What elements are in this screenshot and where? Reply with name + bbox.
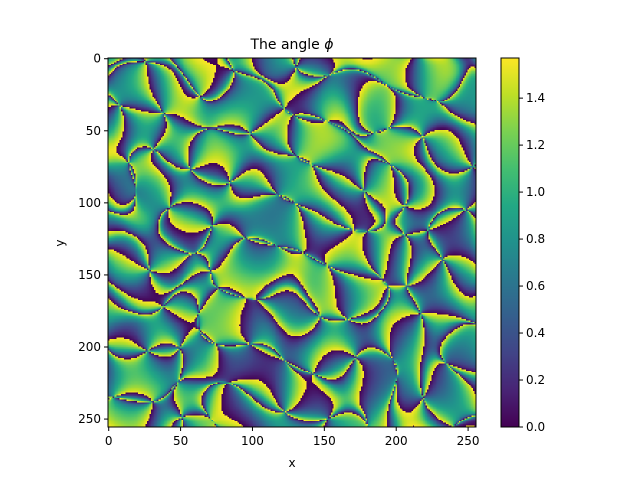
- colorbar-tick-label-2: 0.4: [526, 326, 545, 340]
- colorbar-tick-label-0: 0.0: [526, 420, 545, 434]
- x-tick-label-2: 100: [241, 434, 264, 448]
- plot-frame: [107, 57, 477, 428]
- x-axis: 0 50 100 150 200 250: [105, 427, 480, 448]
- colorbar-ticks: 0.0 0.2 0.4 0.6 0.8 1.0 1.2 1.4: [519, 91, 545, 434]
- colorbar-tick-label-6: 1.2: [526, 138, 545, 152]
- heatmap-plot-area: [107, 57, 477, 428]
- colorbar-gradient: [501, 58, 519, 427]
- x-tick-label-5: 250: [457, 434, 480, 448]
- y-tick-label-2: 100: [78, 196, 101, 210]
- colorbar-tick-label-4: 0.8: [526, 232, 545, 246]
- colorbar-tick-label-7: 1.4: [526, 91, 545, 105]
- y-axis: 0 50 100 150 200 250: [78, 52, 108, 426]
- colorbar-tick-label-5: 1.0: [526, 185, 545, 199]
- y-tick-label-3: 150: [78, 268, 101, 282]
- y-tick-label-0: 0: [93, 52, 101, 66]
- colorbar-frame: [500, 57, 520, 428]
- colorbar-tick-label-3: 0.6: [526, 279, 545, 293]
- colorbar-tick-label-1: 0.2: [526, 373, 545, 387]
- colorbar: 0.0 0.2 0.4 0.6 0.8 1.0 1.2 1.4: [500, 57, 545, 434]
- x-axis-label: x: [288, 456, 295, 470]
- x-tick-label-4: 200: [385, 434, 408, 448]
- x-tick-label-3: 150: [313, 434, 336, 448]
- x-tick-label-1: 50: [173, 434, 188, 448]
- x-tick-label-0: 0: [105, 434, 113, 448]
- heatmap-image: [108, 58, 476, 427]
- y-tick-label-5: 250: [78, 412, 101, 426]
- chart-title: The angle ϕ: [249, 37, 333, 53]
- y-tick-label-4: 200: [78, 340, 101, 354]
- y-tick-label-1: 50: [86, 124, 101, 138]
- y-axis-label: y: [53, 239, 67, 246]
